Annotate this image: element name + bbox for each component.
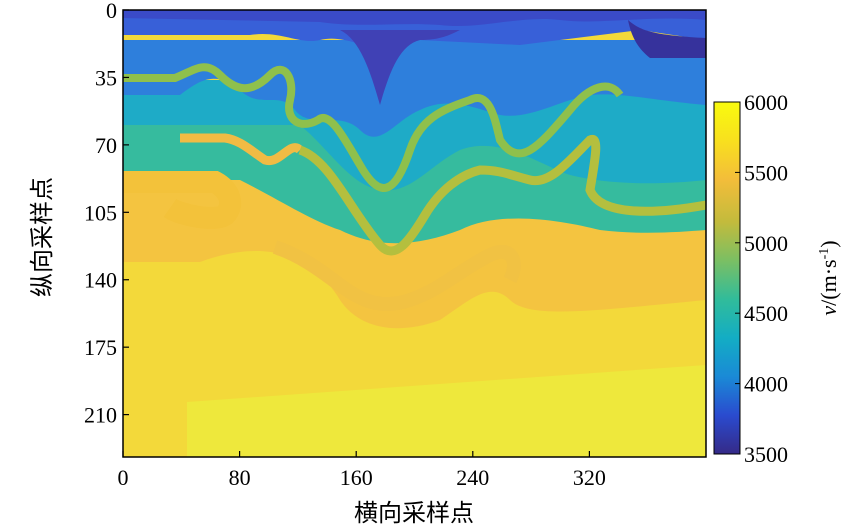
y-axis: 0 35 70 105 140 175 210 <box>84 0 129 428</box>
x-axis: 0 80 160 240 320 <box>118 451 606 490</box>
plot-frame <box>122 9 707 458</box>
y-tick-label: 140 <box>84 268 117 293</box>
x-tick-label: 0 <box>118 465 129 490</box>
y-axis-label: 纵向采样点 <box>28 177 56 297</box>
y-tick-label: 210 <box>84 403 117 428</box>
x-tick-label: 160 <box>340 465 373 490</box>
colorbar <box>713 101 741 455</box>
colorbar-tick-label: 5000 <box>744 231 788 256</box>
y-tick-label: 0 <box>106 0 117 23</box>
x-tick-label: 80 <box>229 465 251 490</box>
colorbar-tick-label: 3500 <box>744 442 788 467</box>
x-axis-label: 横向采样点 <box>354 499 474 527</box>
y-tick-label: 105 <box>84 200 117 225</box>
colorbar-tick-label: 5500 <box>744 160 788 185</box>
colorbar-tick-label: 4000 <box>744 372 788 397</box>
colorbar-axis: 3500 4000 4500 5000 5500 6000 <box>735 90 788 467</box>
x-tick-label: 240 <box>456 465 489 490</box>
y-tick-label: 70 <box>95 133 117 158</box>
x-tick-label: 320 <box>573 465 606 490</box>
colorbar-label: v/(m·s-1) <box>816 240 841 315</box>
y-tick-label: 175 <box>84 335 117 360</box>
colorbar-tick-label: 6000 <box>744 90 788 115</box>
heatmap-image <box>123 10 706 457</box>
y-tick-label: 35 <box>95 65 117 90</box>
colorbar-tick-label: 4500 <box>744 301 788 326</box>
